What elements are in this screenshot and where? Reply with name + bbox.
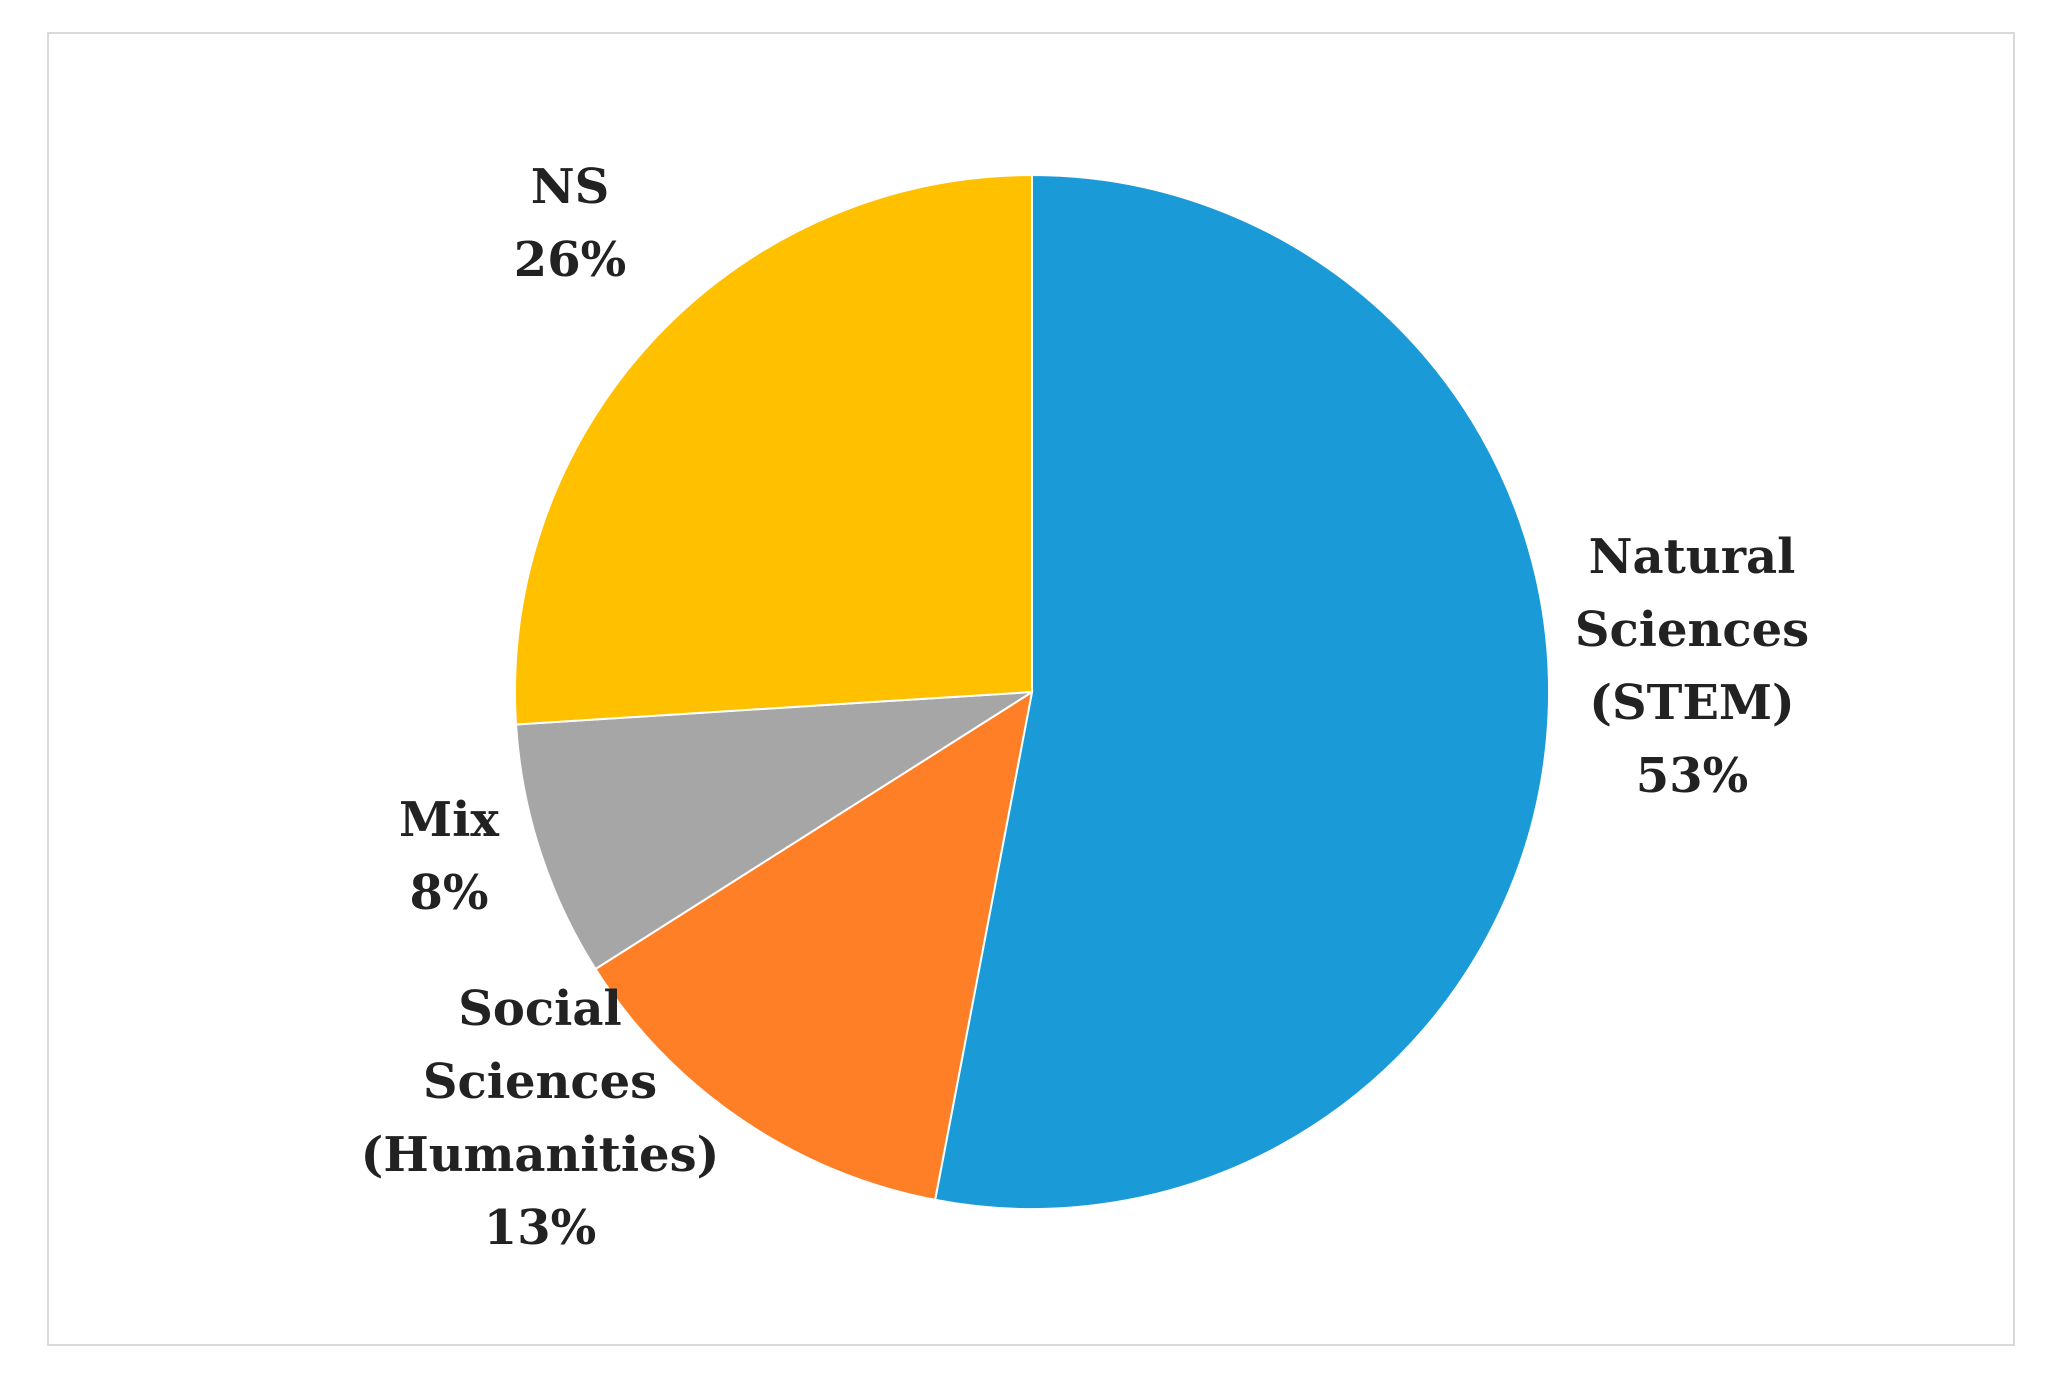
slice-category-label: Social [458, 981, 621, 1037]
slice-category-label: (Humanities) [361, 1127, 720, 1183]
slice-percent-label: 8% [409, 865, 488, 921]
pie-slice-natural [933, 173, 1551, 1210]
pie-slice-social [594, 689, 1034, 1202]
slice-category-label: Natural [1589, 529, 1796, 585]
slice-category-label: NS [531, 159, 610, 215]
slice-category-label: (STEM) [1589, 675, 1795, 731]
slice-percent-label: 53% [1636, 748, 1748, 804]
pie-slice-ns [514, 173, 1033, 726]
pie-slice-mix [514, 691, 1033, 971]
slice-category-label: Sciences [423, 1054, 657, 1110]
slice-percent-label: 13% [484, 1200, 596, 1256]
pie-slices [514, 173, 1551, 1210]
slice-category-label: Mix [399, 792, 499, 848]
slice-percent-label: 26% [514, 232, 626, 288]
slice-category-label: Sciences [1575, 602, 1809, 658]
pie-labels: Natural Sciences (STEM) 53% Social Sciences (H… [361, 159, 1810, 1256]
